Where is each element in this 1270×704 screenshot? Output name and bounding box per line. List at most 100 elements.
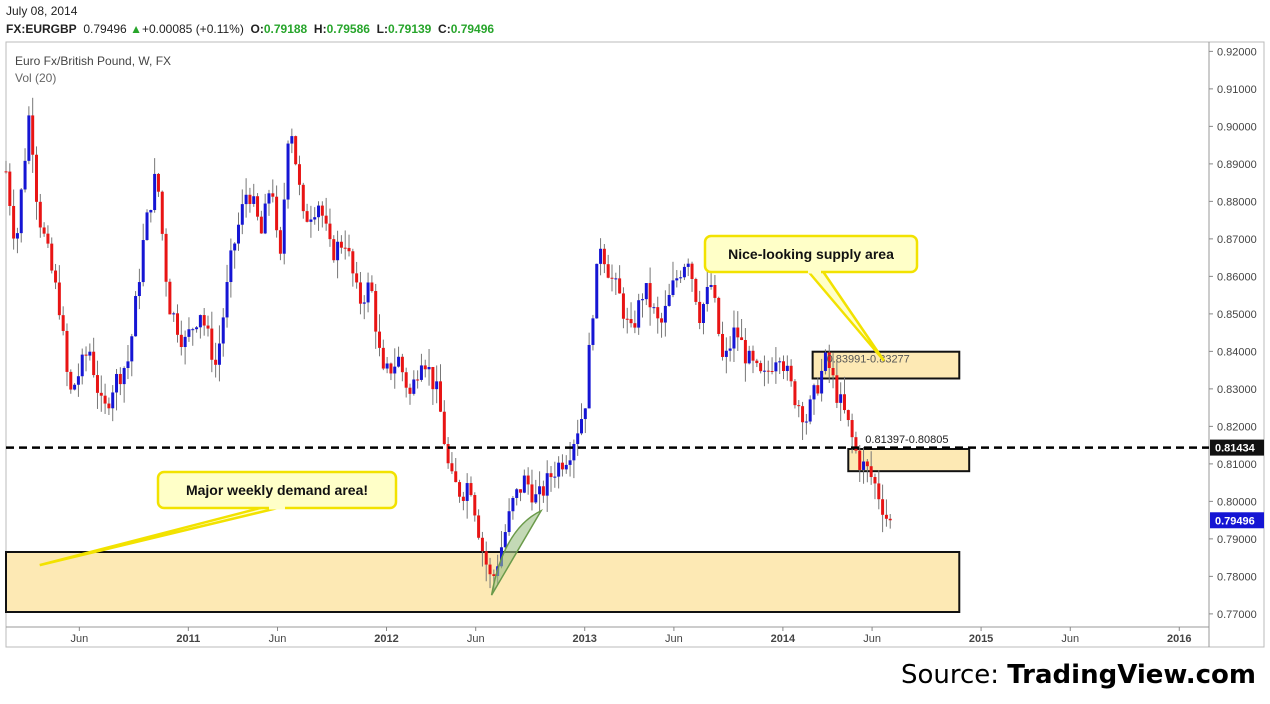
candle-up (88, 351, 92, 356)
candle-up (427, 367, 431, 370)
candle-up (564, 464, 568, 470)
candle-down (625, 318, 629, 320)
candle-up (553, 476, 557, 478)
candle-up (557, 462, 561, 477)
candle-up (812, 385, 816, 400)
candle-down (84, 354, 88, 356)
candle-down (202, 315, 206, 326)
x-tick-label: 2012 (374, 633, 398, 645)
candle-up (862, 461, 866, 470)
x-tick-label: 2011 (176, 633, 200, 645)
y-tick-label: 0.77000 (1217, 609, 1257, 621)
candle-down (549, 473, 553, 478)
candle-up (465, 483, 469, 501)
candle-up (583, 408, 587, 420)
candle-down (347, 247, 351, 252)
candle-up (503, 532, 507, 548)
candle-down (835, 375, 839, 403)
candle-down (869, 466, 873, 478)
candle-down (519, 489, 523, 493)
candle-up (820, 370, 824, 394)
candle-down (57, 282, 61, 316)
candle-up (576, 433, 580, 445)
supply-callout-text: Nice-looking supply area (728, 246, 894, 262)
candle-down (118, 373, 122, 385)
candle-up (244, 194, 248, 205)
candle-down (656, 307, 660, 319)
candle-up (195, 327, 199, 330)
candle-up (804, 421, 808, 423)
candle-up (682, 266, 686, 278)
candle-up (286, 143, 290, 200)
candle-up (701, 304, 705, 323)
candle-down (179, 334, 183, 348)
candle-up (130, 336, 134, 362)
x-tick-label: Jun (665, 633, 683, 645)
y-tick-label: 0.90000 (1217, 121, 1257, 133)
candle-up (435, 381, 439, 390)
candle-up (774, 362, 778, 372)
candle-up (747, 350, 751, 364)
candle-down (854, 437, 858, 451)
candle-up (587, 344, 591, 409)
candle-down (378, 331, 382, 348)
candle-down (492, 574, 496, 577)
x-tick-label: Jun (467, 633, 485, 645)
candle-down (355, 273, 359, 283)
change-up-icon: ▲ (130, 22, 142, 36)
candle-down (717, 297, 721, 334)
candle-up (614, 278, 618, 280)
candle-down (454, 471, 458, 483)
candle-up (263, 203, 267, 234)
candle-down (168, 281, 172, 315)
candle-down (606, 264, 610, 278)
candle-up (580, 419, 584, 434)
candle-down (46, 233, 50, 244)
change-value: +0.00085 (+0.11%) (141, 22, 244, 36)
candle-down (38, 201, 42, 228)
candle-up (362, 302, 366, 304)
candle-up (336, 241, 340, 261)
candle-up (644, 283, 648, 300)
candle-up (111, 392, 115, 409)
candle-down (850, 420, 854, 438)
candle-up (823, 352, 827, 371)
candle-up (313, 217, 317, 220)
last-price: 0.79496 (83, 22, 127, 36)
candle-down (698, 301, 702, 323)
candle-down (107, 403, 111, 409)
chart-frame (5, 41, 1265, 648)
candle-down (69, 371, 73, 390)
candle-down (827, 352, 831, 368)
candle-down (446, 444, 450, 464)
candle-up (686, 263, 690, 267)
candle-down (801, 406, 805, 423)
candle-up (679, 277, 683, 279)
candle-down (370, 282, 374, 292)
candle-down (831, 367, 835, 376)
level-price-tag (1210, 439, 1264, 456)
candles (4, 97, 892, 591)
candle-down (713, 285, 717, 298)
candle-up (134, 296, 138, 337)
candle-up (507, 511, 511, 533)
candle-down (530, 484, 534, 503)
candle-down (275, 196, 279, 231)
x-tick-label: 2014 (771, 633, 796, 645)
candle-up (709, 285, 713, 287)
candle-up (397, 356, 401, 367)
y-tick-label: 0.86000 (1217, 271, 1257, 283)
x-tick-label: 2016 (1167, 633, 1191, 645)
level-price-label: 0.81434 (1215, 443, 1256, 455)
candle-down (461, 496, 465, 501)
candle-down (294, 136, 298, 165)
candle-up (412, 379, 416, 394)
candle-up (652, 307, 656, 309)
candle-up (240, 204, 244, 225)
candle-up (282, 199, 286, 254)
y-tick-label: 0.92000 (1217, 46, 1257, 58)
candle-down (12, 205, 16, 239)
candle-down (54, 270, 58, 283)
candle-down (389, 363, 393, 374)
